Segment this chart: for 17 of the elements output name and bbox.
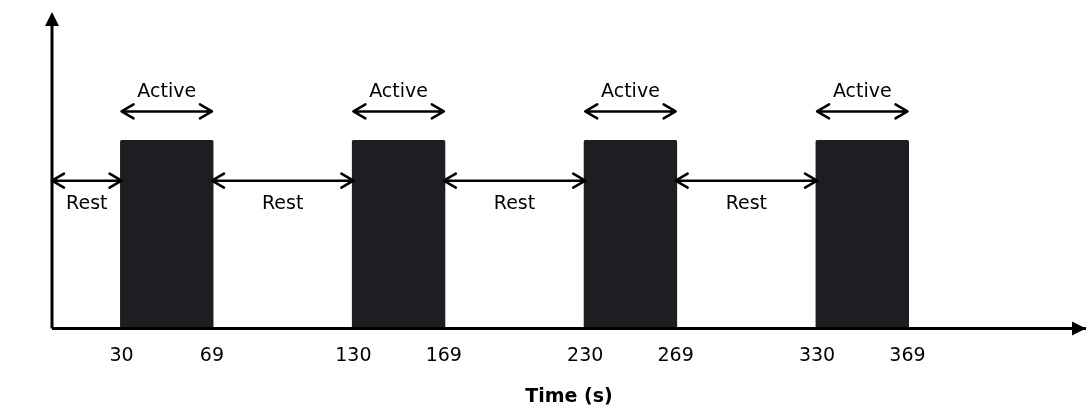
- x-tick-label: 330: [798, 342, 836, 365]
- annotation: Rest: [725, 191, 768, 214]
- x-axis-title: Time (s): [525, 383, 613, 406]
- x-tick-label: 369: [889, 342, 926, 365]
- text: Active: [832, 78, 892, 101]
- x-tick-label: 69: [199, 342, 225, 365]
- x-tick-label: 269: [657, 342, 694, 365]
- annotation: Rest: [261, 191, 304, 214]
- x-tick-label: 169: [425, 342, 462, 365]
- annotation: Rest: [66, 191, 108, 214]
- x-tick-label: 230: [567, 342, 604, 365]
- x-tick-label: 130: [335, 342, 372, 365]
- text: Active: [369, 78, 428, 101]
- text: Active: [601, 78, 660, 101]
- text: Active: [137, 78, 197, 101]
- annotation: Rest: [493, 191, 536, 214]
- x-tick-label: 30: [109, 342, 134, 365]
